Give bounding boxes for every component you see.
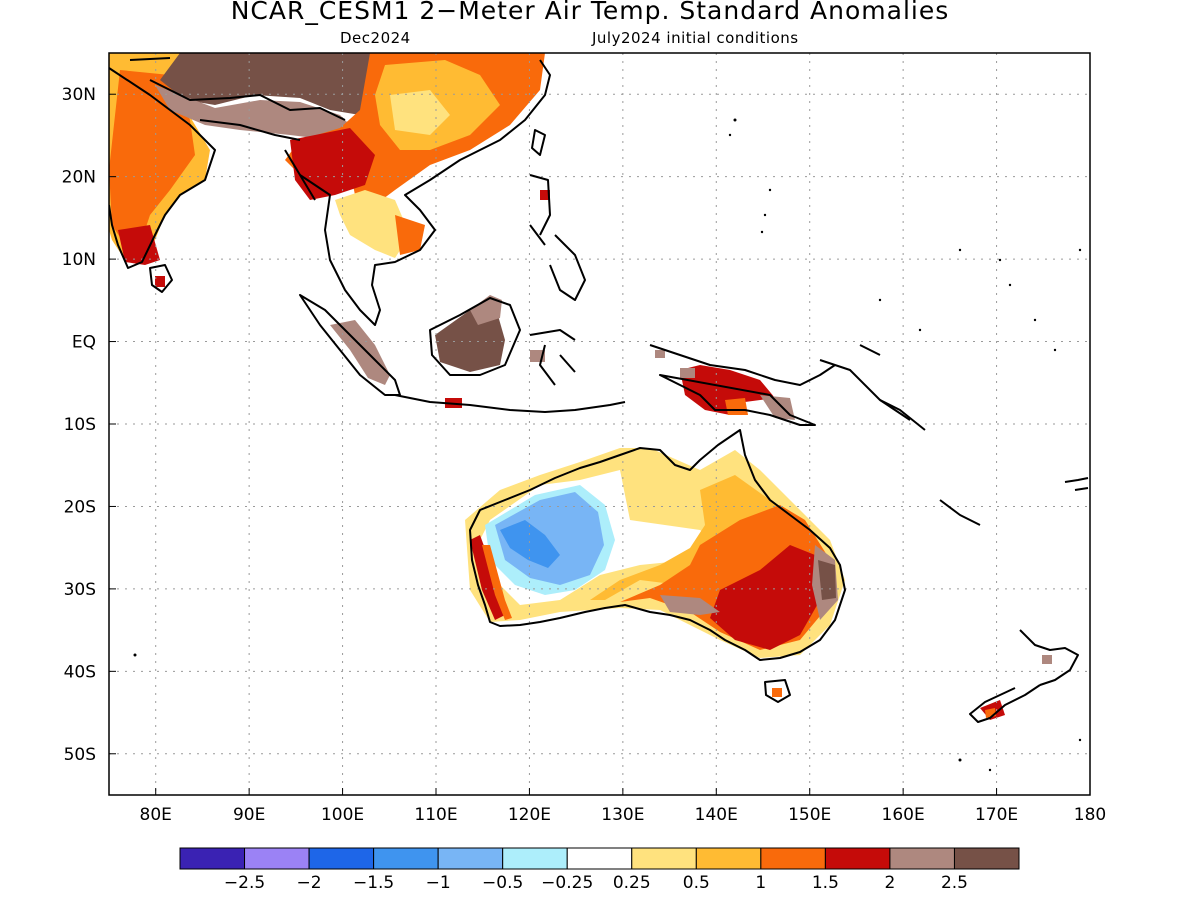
initial-conditions-label: July2024 initial conditions bbox=[592, 29, 799, 47]
colorbar-label: 0.25 bbox=[613, 873, 651, 893]
anomaly-region-australia-westcoast bbox=[470, 535, 505, 620]
colorbar-label: 1 bbox=[755, 873, 766, 893]
colorbar-label: −1 bbox=[426, 873, 451, 893]
map-title: NCAR_CESM1 2−Meter Air Temp. Standard An… bbox=[230, 0, 950, 25]
coastline-solomon bbox=[879, 399, 981, 526]
colorbar-label: −2 bbox=[297, 873, 322, 893]
colorbar-swatch bbox=[244, 847, 310, 870]
anomaly-region-srilanka bbox=[155, 276, 165, 287]
graticule bbox=[109, 53, 1090, 795]
lat-tick-label: EQ bbox=[72, 333, 96, 353]
lon-tick-label: 90E bbox=[233, 805, 265, 825]
colorbar-swatch bbox=[437, 847, 504, 870]
coastline-newguinea bbox=[649, 344, 836, 426]
lon-tick-label: 170E bbox=[975, 805, 1018, 825]
coastline-borneo bbox=[429, 297, 521, 376]
lon-tick-label: 130E bbox=[601, 805, 644, 825]
anomaly-region-australia-blue bbox=[500, 520, 560, 568]
lon-tick-label: 140E bbox=[695, 805, 738, 825]
anomaly-region-australia-lightblue bbox=[495, 492, 604, 585]
coastline-bismarck bbox=[819, 344, 911, 421]
lat-tick-label: 10S bbox=[64, 415, 96, 435]
longitude-tick-labels: 80E 90E 100E 110E 120E 130E 140E 150E 160E 170E 18… bbox=[140, 805, 1107, 825]
colorbar-swatch bbox=[889, 847, 955, 870]
colorbar-label: −0.5 bbox=[482, 873, 523, 893]
colorbar-label: 1.5 bbox=[812, 873, 839, 893]
lon-tick-label: 150E bbox=[788, 805, 831, 825]
colorbar-swatch bbox=[760, 847, 826, 870]
coastline-newzealand bbox=[969, 629, 1079, 723]
colorbar-swatch bbox=[824, 847, 891, 870]
coastlines bbox=[109, 57, 1089, 723]
lat-tick-label: 30N bbox=[62, 85, 96, 105]
anomaly-fields bbox=[109, 53, 1052, 720]
anomaly-region-taiwan bbox=[540, 190, 550, 200]
anomaly-region-newguinea-brown bbox=[655, 350, 795, 420]
colorbar-swatch bbox=[953, 847, 1020, 870]
colorbar-label: −1.5 bbox=[353, 873, 394, 893]
anomaly-region-china-light bbox=[390, 90, 450, 135]
anomaly-region-indochina-orange bbox=[395, 215, 425, 255]
colorbar bbox=[179, 847, 1020, 870]
anomaly-region-himalaya-warm bbox=[155, 85, 355, 140]
colorbar-label: 0.5 bbox=[683, 873, 710, 893]
coastline-indochina bbox=[299, 59, 551, 326]
coastline-sulawesi bbox=[529, 329, 576, 386]
anomaly-region-newguinea-orange bbox=[725, 398, 748, 415]
colorbar-swatch bbox=[308, 847, 375, 870]
colorbar-swatch bbox=[695, 847, 762, 870]
coastline-fiji-islands bbox=[1064, 477, 1089, 491]
lon-tick-label: 180 bbox=[1074, 805, 1106, 825]
coastline-taiwan bbox=[531, 129, 546, 156]
colorbar-swatch bbox=[631, 847, 697, 870]
colorbar-swatch bbox=[502, 847, 568, 870]
latitude-tick-labels: 30N 20N 10N EQ 10S 20S 30S 40S 50S bbox=[62, 85, 96, 765]
anomaly-region-australia-darkbrown bbox=[818, 560, 836, 600]
coastline-himalaya-borders bbox=[129, 57, 346, 201]
anomaly-region-sumatra bbox=[330, 320, 390, 385]
coastline-java bbox=[394, 394, 626, 413]
lat-tick-label: 30S bbox=[64, 580, 96, 600]
lat-tick-label: 20S bbox=[64, 497, 96, 517]
forecast-month-label: Dec2024 bbox=[340, 29, 411, 47]
lon-tick-label: 120E bbox=[508, 805, 551, 825]
colorbar-label: 2 bbox=[885, 873, 896, 893]
anomaly-region-indochina-light bbox=[335, 190, 410, 258]
lat-tick-label: 50S bbox=[64, 745, 96, 765]
lon-tick-label: 110E bbox=[414, 805, 457, 825]
colorbar-swatch bbox=[566, 847, 633, 870]
colorbar-label: 2.5 bbox=[941, 873, 968, 893]
coastline-tasmania bbox=[764, 679, 791, 703]
anomaly-region-tasmania bbox=[772, 688, 782, 697]
colorbar-swatch bbox=[179, 847, 246, 870]
coastline-philippines bbox=[529, 174, 586, 301]
lon-tick-label: 160E bbox=[882, 805, 925, 825]
lat-tick-label: 20N bbox=[62, 168, 96, 188]
anomaly-region-newguinea bbox=[680, 365, 775, 415]
colorbar-label: −2.5 bbox=[224, 873, 265, 893]
coastline-australia bbox=[469, 429, 846, 661]
colorbar-swatch bbox=[373, 847, 439, 870]
lon-tick-label: 80E bbox=[140, 805, 172, 825]
coastline-india bbox=[109, 67, 216, 269]
anomaly-region-newzealand-n bbox=[1042, 655, 1052, 664]
lat-tick-label: 40S bbox=[64, 662, 96, 682]
colorbar-label: −0.25 bbox=[541, 873, 593, 893]
anomaly-region-australia-brown bbox=[660, 545, 838, 620]
anomaly-region-india-red bbox=[118, 225, 160, 265]
anomaly-region-borneo-n bbox=[470, 295, 502, 325]
lon-tick-label: 100E bbox=[321, 805, 364, 825]
lat-tick-label: 10N bbox=[62, 250, 96, 270]
small-islands bbox=[133, 118, 1082, 772]
anomaly-region-australia-westcoast-o bbox=[482, 545, 512, 620]
colorbar-labels: −2.5 −2 −1.5 −1 −0.5 −0.25 0.25 0.5 1 1.5 2 2.5 bbox=[224, 873, 968, 893]
coastline-srilanka bbox=[149, 264, 173, 293]
anomaly-region-australia-red bbox=[710, 545, 820, 650]
